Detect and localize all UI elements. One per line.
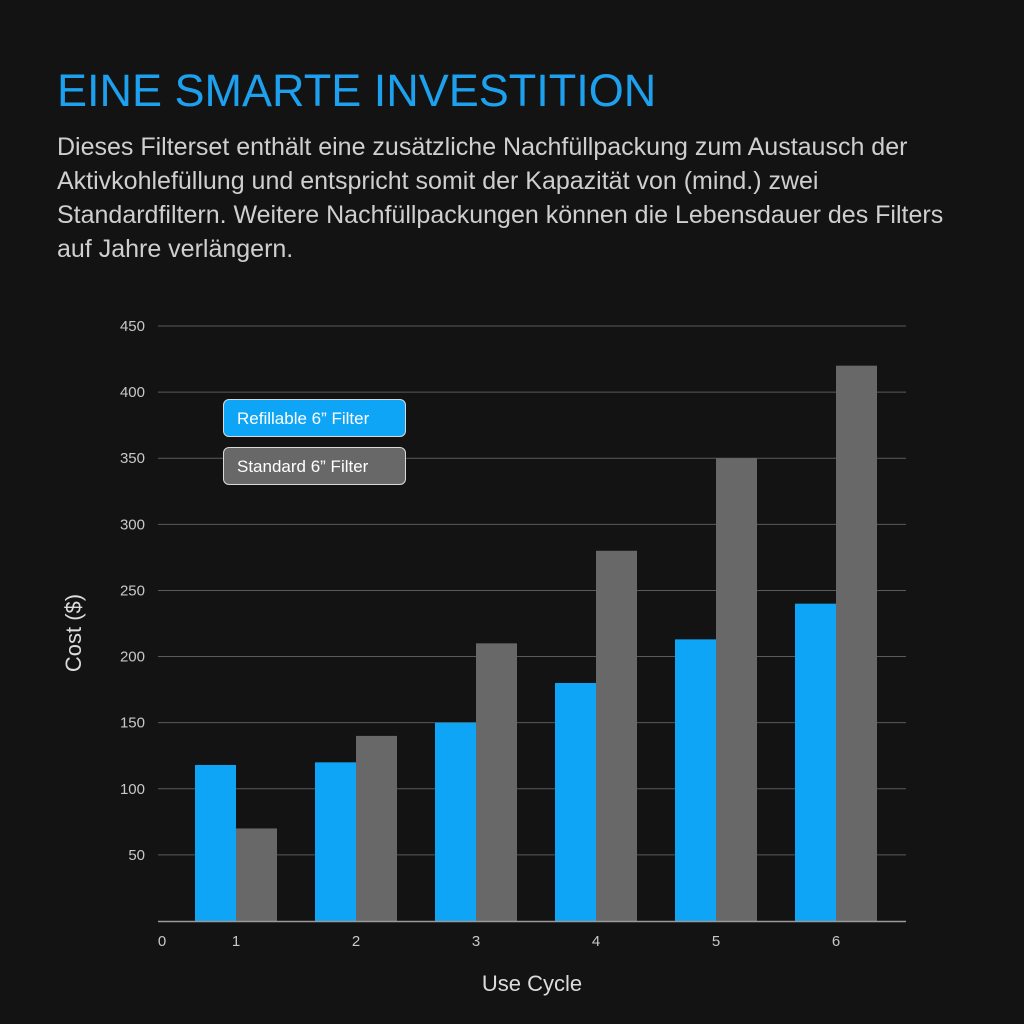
x-tick-label: 1 [232,933,240,950]
x-tick-labels: 1 2 3 4 5 6 [232,933,840,950]
y-tick-label: 200 [120,649,145,666]
legend-refillable-label: Refillable 6” Filter [237,409,370,428]
bar-standard-4 [596,550,637,921]
y-tick-label: 350 [120,450,145,467]
bar-refillable-4 [555,683,596,921]
bar-refillable-5 [675,639,716,921]
bar-refillable-6 [795,603,836,921]
bars [195,365,877,922]
y-tick-label: 150 [120,715,145,732]
y-tick-label: 300 [120,516,145,533]
x-tick-label: 2 [352,933,360,950]
bar-refillable-3 [435,722,476,921]
legend-standard-label: Standard 6” Filter [237,457,369,476]
bar-refillable-2 [315,762,356,921]
bar-standard-3 [476,643,517,921]
legend-refillable: Refillable 6” Filter [223,399,406,437]
bar-standard-2 [356,735,397,921]
bar-standard-1 [236,828,277,921]
x-origin-label: 0 [158,933,166,950]
legend-standard: Standard 6” Filter [223,447,406,485]
y-tick-label: 50 [128,847,145,864]
bar-refillable-1 [195,764,236,921]
y-tick-label: 400 [120,384,145,401]
bar-standard-5 [716,458,757,921]
x-tick-label: 5 [712,933,720,950]
intro-paragraph: Dieses Filterset enthält eine zusätzlich… [57,133,944,263]
y-tick-label: 250 [120,582,145,599]
x-axis-title: Use Cycle [482,971,582,996]
headline: EINE SMARTE INVESTITION [57,65,657,116]
bar-standard-6 [836,365,877,922]
y-tick-label: 450 [120,318,145,335]
y-axis-title: Cost ($) [61,594,86,672]
x-tick-label: 4 [592,933,600,950]
y-tick-label: 100 [120,781,145,798]
y-tick-labels: 50 100 150 200 250 300 350 400 450 [120,318,145,864]
x-tick-label: 3 [472,933,480,950]
x-tick-label: 6 [832,933,840,950]
